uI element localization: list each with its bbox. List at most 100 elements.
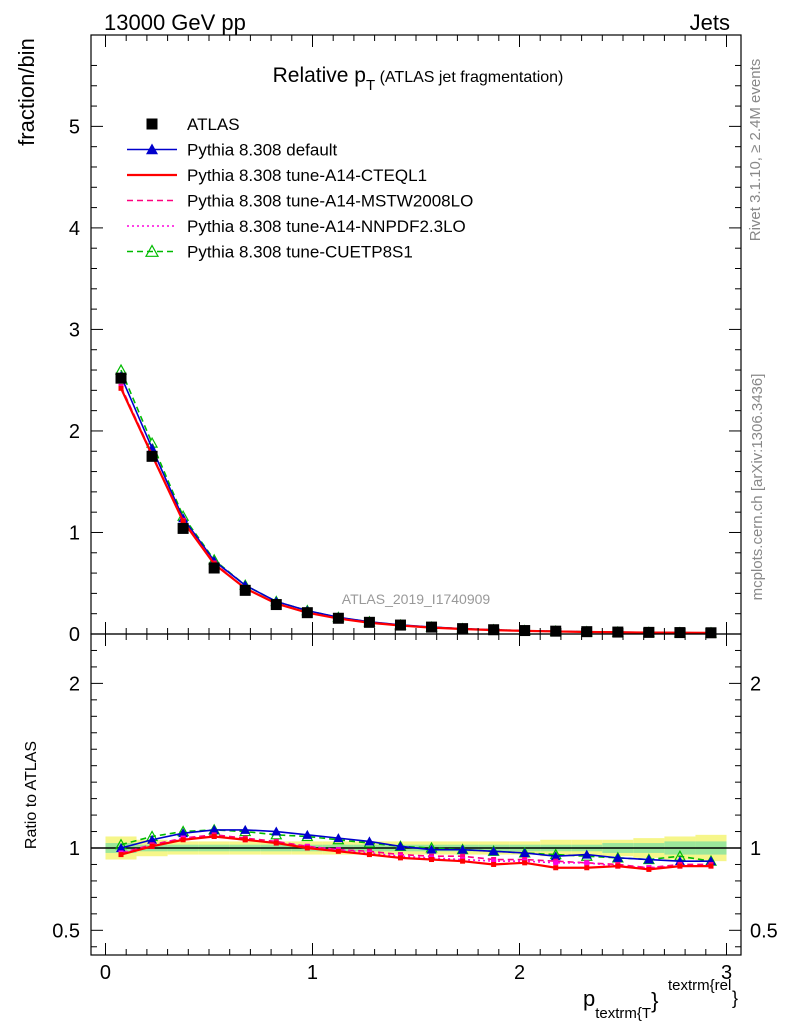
legend-label: ATLAS [187,115,240,134]
series-marker [457,844,468,854]
series-marker [147,834,158,844]
header-left: 13000 GeV pp [104,10,246,35]
y-tick-label: 5 [69,116,80,138]
series-marker [491,858,497,864]
series-marker [553,860,559,866]
series-marker [209,824,220,834]
x-label-sup: textrm{rel [668,977,731,994]
series-marker [178,828,189,838]
series-marker [677,863,683,869]
main-plot-area: 0 1 2 3 4 5 [69,34,742,646]
legend-label: Pythia 8.308 tune-CUETP8S1 [187,243,413,262]
series-marker [426,844,437,854]
ratio-frame [90,633,742,956]
data-point [674,627,686,639]
x-label-main: p [583,986,595,1011]
data-point [581,626,593,638]
series-marker [584,860,590,866]
series-marker [116,843,127,852]
data-point [146,450,158,462]
main-y-axis-label: fraction/bin [14,38,39,146]
y-tick-label: 4 [69,218,80,240]
series-marker [491,861,497,867]
x-tick-label: 2 [514,962,525,984]
data-point [519,625,531,637]
series-marker [118,385,124,391]
data-point [177,522,189,534]
y-tick-label-right: 1 [750,838,761,860]
data-point [643,626,655,638]
data-point [363,616,375,628]
y-tick-label: 0 [69,624,80,646]
ratio-series-line [120,835,711,871]
title-main: Relative p [273,64,366,87]
rivet-label: Rivet 3.1.10, ≥ 2.4M events [747,59,764,242]
y-tick-label: 0.5 [52,920,80,942]
x-tick-label: 3 [721,962,732,984]
series-marker [708,863,714,869]
series-marker [180,518,186,524]
y-tick-label: 2 [69,673,80,695]
title-rest: (ATLAS jet fragmentation) [375,69,563,86]
x-axis-label: ptextrm{T} [583,986,658,1022]
data-point [394,619,406,631]
series-marker [271,826,282,836]
series-marker [429,857,435,863]
legend: ATLAS Pythia 8.308 default Pythia 8.308 tu… [127,115,473,262]
series-marker [488,846,499,856]
x-tick-label: 0 [100,962,111,984]
series-marker [643,854,654,864]
data-point [426,621,438,633]
x-label-sub: textrm{T [595,1005,651,1022]
series-marker [304,845,310,851]
y-tick-label: 2 [69,421,80,443]
series-marker [335,848,341,854]
series-marker [146,143,158,155]
y-tick-label: 1 [69,522,80,544]
legend-label: Pythia 8.308 default [187,141,338,160]
series-marker [519,847,530,857]
series-marker [211,833,217,839]
series-marker [242,837,248,843]
series-marker [118,852,124,858]
series-marker [333,833,344,843]
data-point [146,118,158,130]
x-label-superscript: textrm{rel [668,977,731,994]
x-label-brace: } [651,988,658,1013]
series-marker [395,841,406,851]
series-marker [581,849,592,859]
y-tick-label-right: 0.5 [750,920,778,942]
data-point [705,627,717,639]
y-tick-label-right: 2 [750,673,761,695]
data-point [239,584,251,596]
data-point [208,562,220,574]
data-point [301,607,313,619]
ratio-plot-area: 0 1 2 3 0.5 0.5 1 1 2 2 [52,633,778,984]
series-marker [397,855,403,861]
series-marker [144,244,160,257]
legend-label: Pythia 8.308 tune-A14-CTEQL1 [187,166,427,185]
mcplots-label: mcplots.cern.ch [arXiv:1306.3436] [749,374,766,601]
x-label-closing-brace: } [732,988,738,1008]
data-point [270,599,282,611]
series-marker [180,837,186,843]
series-marker [302,829,313,839]
ratio-y-axis-label: Ratio to ATLAS [23,741,40,849]
data-point [612,626,624,638]
y-tick-label: 3 [69,319,80,341]
legend-label: Pythia 8.308 tune-A14-MSTW2008LO [187,192,473,211]
ratio-series-line [120,829,711,862]
main-plot-title: Relative pT (ATLAS jet fragmentation) [273,64,564,94]
series-marker [612,852,623,862]
data-point [457,623,469,635]
series-marker [273,840,279,846]
series-marker [550,851,561,861]
series-marker [584,865,590,871]
data-point [550,625,562,637]
data-point [332,612,344,624]
series-marker [364,836,375,846]
ratio-series-line [120,834,711,869]
header-right: Jets [690,10,730,35]
